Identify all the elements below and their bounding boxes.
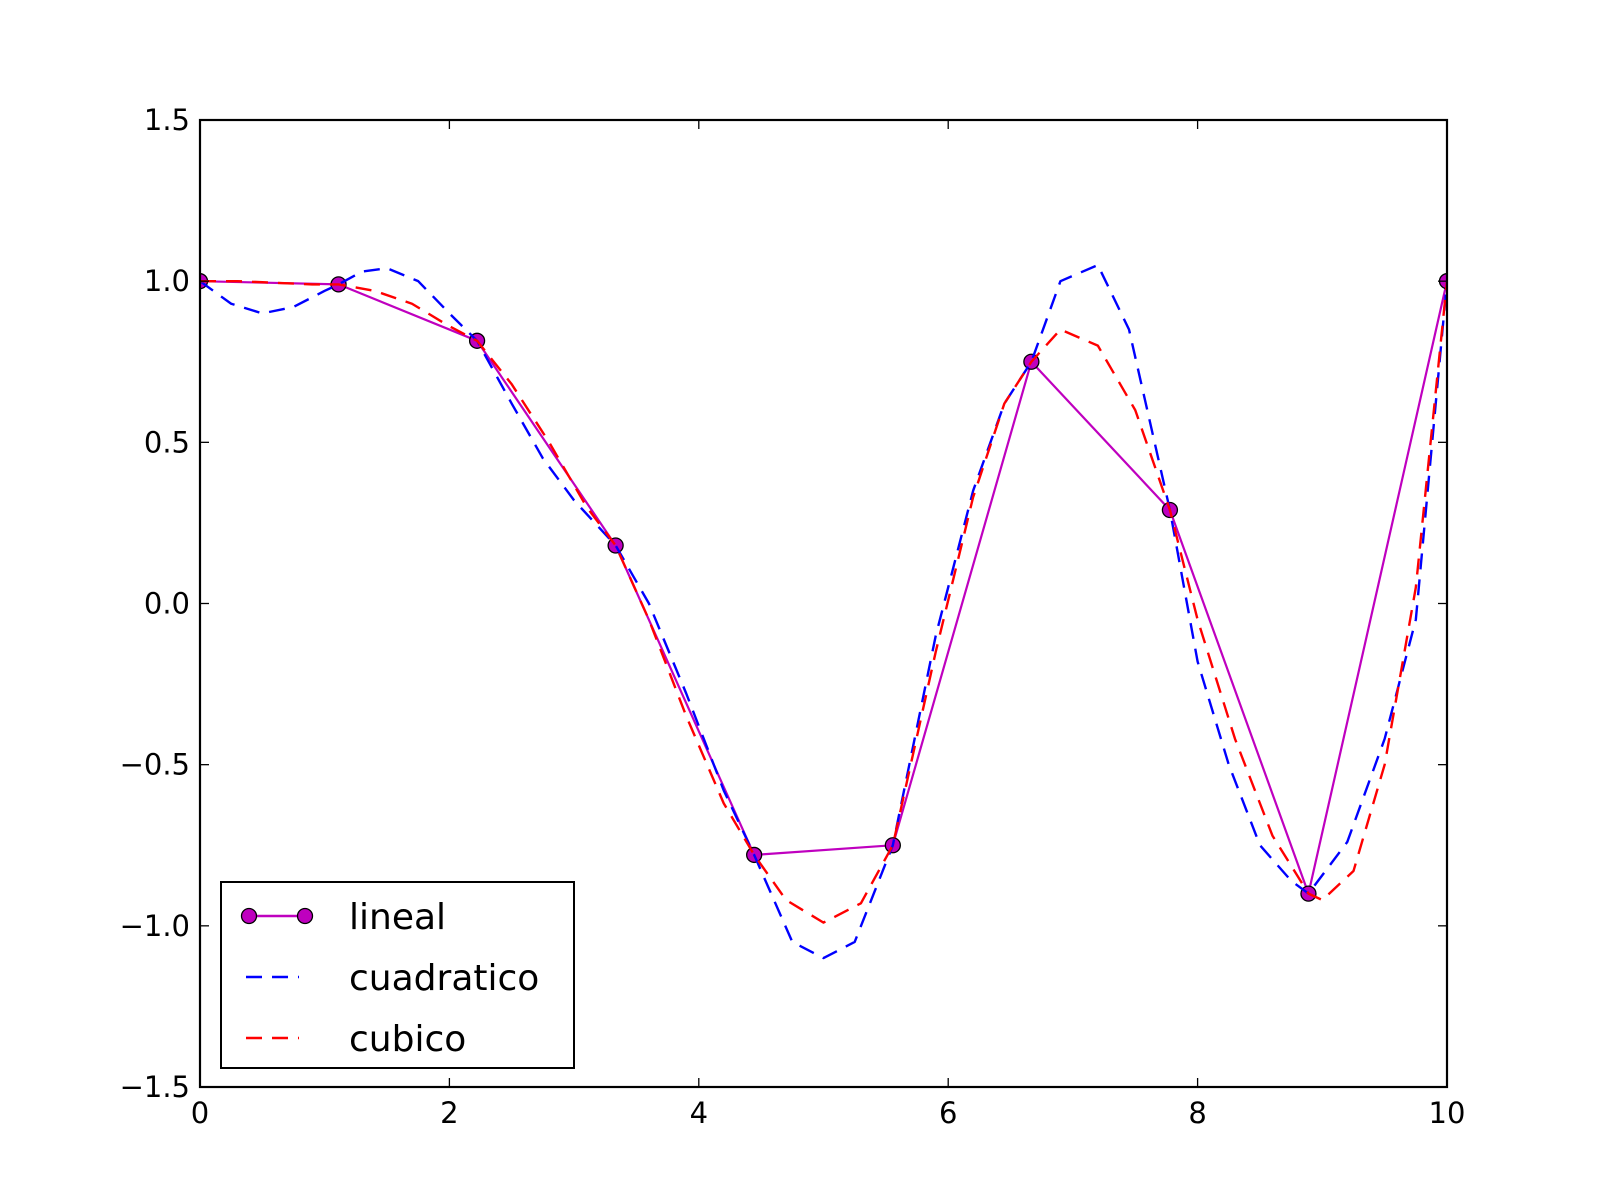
y-tick-label: −0.5 — [120, 748, 190, 782]
legend: lineal cuadratico cubico — [220, 881, 575, 1069]
y-tick-label: 0.0 — [144, 587, 190, 621]
x-tick-label: 8 — [1188, 1096, 1206, 1130]
series-line-cubico — [200, 279, 1447, 924]
x-tick-label: 10 — [1429, 1096, 1466, 1130]
legend-label-cuadratico: cuadratico — [349, 958, 539, 999]
series-cuadratico — [200, 263, 1447, 960]
y-tick-label: −1.5 — [120, 1070, 190, 1104]
axis-ticks: 0 2 4 6 8 10 −1.5 −1.0 −0.5 0.0 0.5 1.0 1.5 — [120, 103, 1466, 1130]
legend-item-cuadratico: cuadratico — [246, 958, 539, 999]
y-tick-label: −1.0 — [120, 909, 190, 943]
legend-item-cubico: cubico — [246, 1019, 466, 1060]
legend-item-lineal: lineal — [240, 897, 446, 938]
y-tick-label: 0.5 — [144, 425, 190, 459]
legend-marker — [240, 907, 258, 925]
series-line-cuadratico — [200, 263, 1447, 960]
legend-label-lineal: lineal — [349, 897, 446, 938]
x-tick-label: 0 — [191, 1096, 209, 1130]
x-tick-label: 4 — [690, 1096, 708, 1130]
y-tick-label: 1.5 — [144, 103, 190, 137]
series-cubico — [200, 279, 1447, 924]
y-tick-label: 1.0 — [144, 264, 190, 298]
legend-label-cubico: cubico — [349, 1019, 466, 1060]
legend-marker — [296, 907, 314, 925]
x-tick-label: 2 — [440, 1096, 458, 1130]
series-line-lineal — [200, 280, 1447, 895]
series-lineal — [200, 273, 1447, 902]
plot-area — [200, 263, 1447, 960]
x-tick-label: 6 — [939, 1096, 957, 1130]
